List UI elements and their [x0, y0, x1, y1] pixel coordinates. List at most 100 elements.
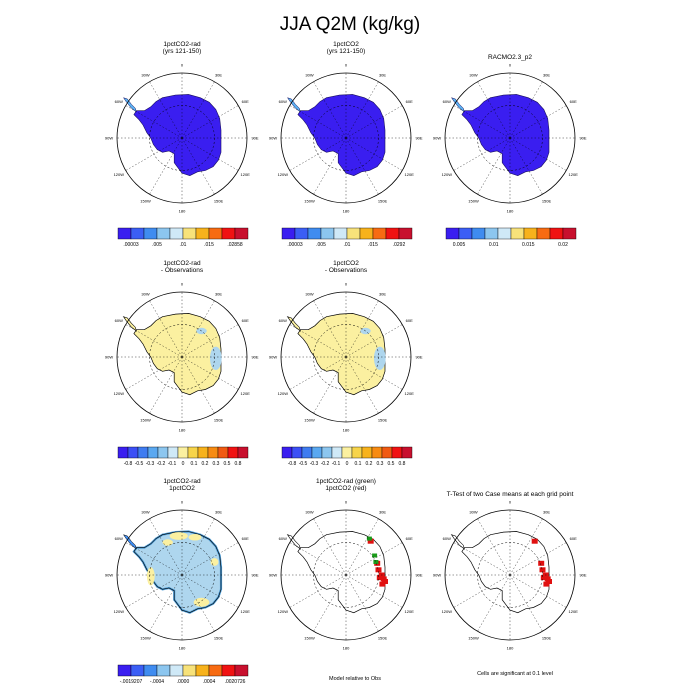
meridian-line-p5-7: [313, 356, 347, 414]
panel-title-p5-0: 1pctCO2: [333, 260, 359, 267]
meridian-label-p8-8: 120W: [278, 609, 289, 614]
colorbar-swatch-cb4-3: [147, 446, 159, 459]
meridian-line-p8-10: [289, 542, 347, 576]
meridian-label-p8-10: 60W: [279, 536, 287, 541]
meridian-label-p4-4: 120E: [241, 391, 251, 396]
figure-title: JJA Q2M (kg/kg): [279, 14, 421, 35]
colorbar-swatch-cb1-8: [221, 227, 236, 240]
map-boundary-p4: [116, 291, 248, 423]
colorbar-label-cb2-4: .0292: [393, 242, 406, 248]
meridian-label-p2-0: 0: [345, 63, 348, 68]
meridian-label-p8-0: 0: [345, 500, 348, 505]
meridian-label-p3-11: 30W: [469, 72, 477, 77]
colorbar-swatch-cb4-6: [177, 446, 189, 459]
colorbar-swatch-cb2-4: [333, 227, 348, 240]
map-boundary-p1: [116, 72, 248, 204]
panel-title-p2-1: (yrs 121-150): [327, 48, 366, 55]
colorbar-label-cb5-7: 0.2: [366, 461, 373, 467]
meridian-label-p1-8: 120W: [114, 172, 125, 177]
meridian-label-p5-10: 60W: [279, 318, 287, 323]
meridian-line-p8-4: [345, 574, 403, 608]
meridian-label-p2-11: 30W: [305, 72, 313, 77]
meridian-line-p7-4: [181, 574, 239, 608]
colorbar-swatch-cb7-0: [117, 664, 132, 677]
colorbar-label-cb4-1: -0.5: [135, 461, 144, 467]
colorbar-label-cb2-1: .005: [316, 242, 326, 248]
sig-cell-red-p8-2: [380, 576, 387, 582]
colorbar-swatch-cb1-0: [117, 227, 132, 240]
meridian-label-p5-11: 30W: [305, 291, 313, 296]
meridian-line-p5-10: [289, 324, 347, 358]
colorbar-cb5: -0.8 -0.5 -0.3 -0.2 -0.1 0 0.1 0.2 0.3 0.5 0.8: [281, 446, 413, 467]
meridian-line-p4-11: [149, 300, 183, 358]
colorbar-label-cb1-1: .005: [152, 242, 162, 248]
colorbar-swatch-cb3-6: [523, 227, 538, 240]
meridian-line-p1-8: [125, 137, 183, 171]
meridian-label-p7-3: 90E: [251, 573, 258, 578]
meridian-label-p7-7: 150W: [140, 636, 151, 641]
meridian-label-p9-2: 60E: [570, 536, 577, 541]
continent-field-p5: [297, 313, 386, 396]
meridian-label-p5-1: 30E: [379, 291, 386, 296]
meridian-label-p3-2: 60E: [570, 99, 577, 104]
meridian-line-p4-4: [181, 356, 239, 390]
meridian-label-p2-1: 30E: [379, 72, 386, 77]
meridian-line-p2-8: [289, 137, 347, 171]
colorbar-swatch-cb3-9: [562, 227, 577, 240]
meridian-label-p3-7: 150W: [468, 199, 479, 204]
colorbar-swatch-cb5-5: [331, 446, 343, 459]
panel-p4: 0 30E 60E 90E 120E 150E 180 150W 120W 90W 60W 30W 1p…: [105, 260, 259, 433]
meridian-label-p5-4: 120E: [405, 391, 415, 396]
colorbar-swatch-cb7-8: [221, 664, 236, 677]
meridian-line-p9-4: [509, 574, 567, 608]
meridian-label-p7-0: 0: [181, 500, 184, 505]
meridian-label-p3-6: 180: [507, 209, 514, 214]
colorbar-label-cb7-4: .0020726: [225, 679, 246, 685]
colorbar-swatch-cb1-6: [195, 227, 210, 240]
meridian-label-p5-9: 90W: [269, 355, 277, 360]
meridian-label-p7-4: 120E: [241, 609, 251, 614]
meridian-line-p7-1: [181, 518, 215, 576]
sig-cell-red-p9-4: [540, 575, 547, 581]
meridian-label-p5-6: 180: [343, 428, 350, 433]
meridian-label-p9-5: 150E: [542, 636, 552, 641]
colorbar-cb2: .00003 .005 .01 .015 .0292: [281, 227, 413, 248]
meridian-line-p2-5: [345, 137, 379, 195]
meridian-label-p2-9: 90W: [269, 136, 277, 141]
colorbar-cb4: -0.8 -0.5 -0.3 -0.2 -0.1 0 0.1 0.2 0.3 0.5 0.8: [117, 446, 249, 467]
sig-cell-red-p8-7: [367, 538, 374, 544]
colorbar-swatch-cb1-9: [234, 227, 249, 240]
panel-p3: 0 30E 60E 90E 120E 150E 180 150W 120W 90W 60W 30W RA…: [433, 54, 587, 214]
meridian-line-p3-10: [453, 105, 511, 139]
meridian-label-p3-1: 30E: [543, 72, 550, 77]
colorbar-label-cb4-7: 0.2: [202, 461, 209, 467]
meridian-label-p4-9: 90W: [105, 355, 113, 360]
meridian-label-p5-3: 90E: [415, 355, 422, 360]
meridian-label-p8-7: 150W: [304, 636, 315, 641]
meridian-line-p1-11: [149, 81, 183, 139]
meridian-label-p8-11: 30W: [305, 509, 313, 514]
colorbar-swatch-cb3-3: [484, 227, 499, 240]
meridian-label-p2-6: 180: [343, 209, 350, 214]
colorbar-swatch-cb2-1: [294, 227, 309, 240]
meridian-line-p8-8: [289, 574, 347, 608]
meridian-line-p9-5: [509, 574, 543, 632]
peninsula-field-p5: [286, 316, 302, 332]
meridian-label-p7-11: 30W: [141, 509, 149, 514]
meridian-line-p5-1: [345, 300, 379, 358]
meridian-label-p5-8: 120W: [278, 391, 289, 396]
meridian-label-p4-6: 180: [179, 428, 186, 433]
meridian-line-p2-2: [345, 105, 403, 139]
meridian-line-p7-11: [149, 518, 183, 576]
colorbar-label-cb4-9: 0.5: [224, 461, 231, 467]
meridian-label-p3-9: 90W: [433, 136, 441, 141]
colorbar-cb7: -.0019207 -.0004 .0000 .0004 .0020726: [117, 664, 249, 685]
meridian-label-p3-8: 120W: [442, 172, 453, 177]
meridian-label-p5-2: 60E: [406, 318, 413, 323]
meridian-line-p7-5: [181, 574, 215, 632]
colorbar-swatch-cb1-1: [130, 227, 145, 240]
colorbar-label-cb5-3: -0.2: [321, 461, 330, 467]
colorbar-swatch-cb3-5: [510, 227, 525, 240]
meridian-line-p4-5: [181, 356, 215, 414]
panel-title-p7-0: 1pctCO2-rad: [163, 478, 201, 485]
